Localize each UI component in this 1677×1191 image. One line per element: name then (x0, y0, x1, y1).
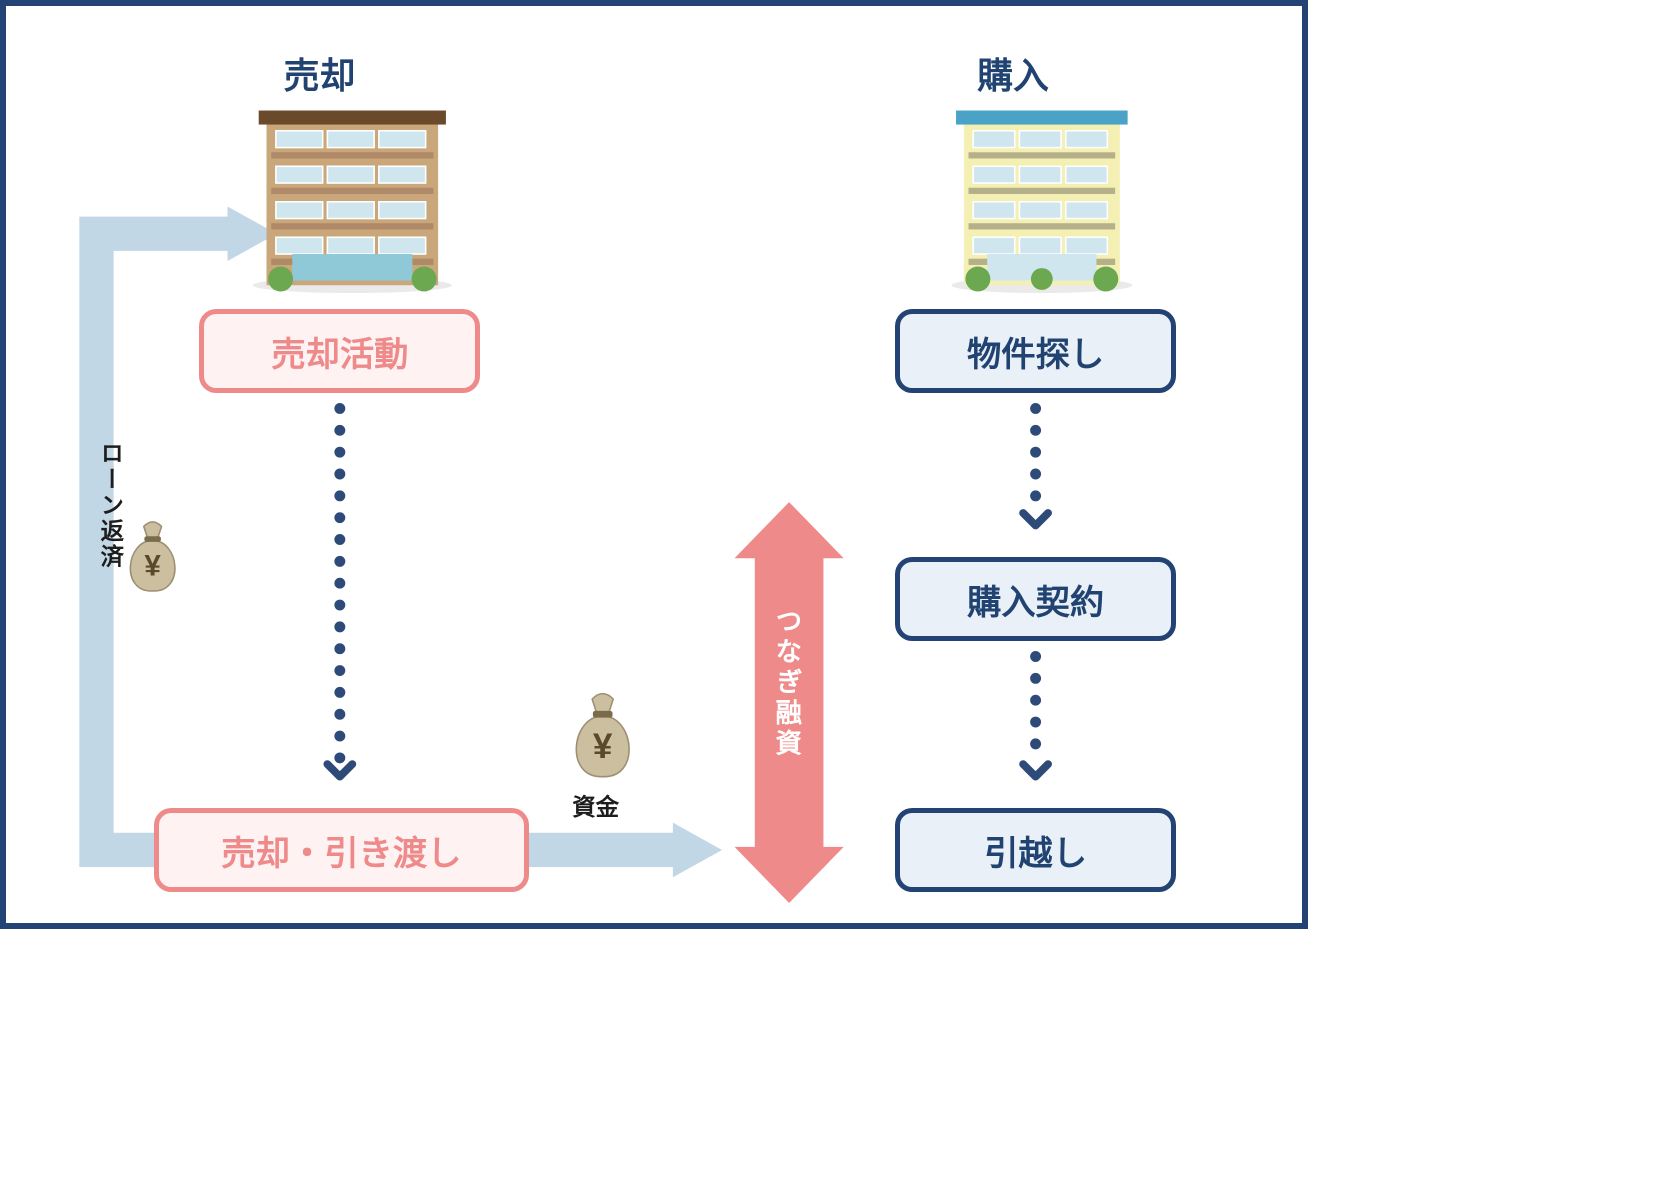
diagram-frame: ¥ ¥ 売却 購入売却活動売却・引き渡し 物件探し購入契約引越し ローン返済資金 つなぎ融資 (0, 0, 1308, 929)
sale-building-icon (253, 111, 452, 294)
money-bag-icon-funds: ¥ (576, 694, 629, 777)
box-sale_handover: 売却・引き渡し (154, 808, 528, 892)
box-contract: 購入契約 (895, 557, 1176, 641)
label-loan-repay: ローン返済 (93, 441, 127, 570)
svg-text:¥: ¥ (593, 727, 613, 766)
box-move: 引越し (895, 808, 1176, 892)
money-bag-icon-loan: ¥ (130, 522, 175, 591)
svg-text:¥: ¥ (144, 550, 161, 583)
label-funds: 資金 (572, 788, 619, 822)
purchase-building-icon (951, 111, 1132, 294)
sale-heading: 売却 (284, 47, 356, 99)
box-sale_activity: 売却活動 (199, 309, 480, 393)
label-bridge-finance: つなぎ融資 (767, 607, 806, 760)
purchase-heading: 購入 (977, 47, 1049, 99)
box-search: 物件探し (895, 309, 1176, 393)
